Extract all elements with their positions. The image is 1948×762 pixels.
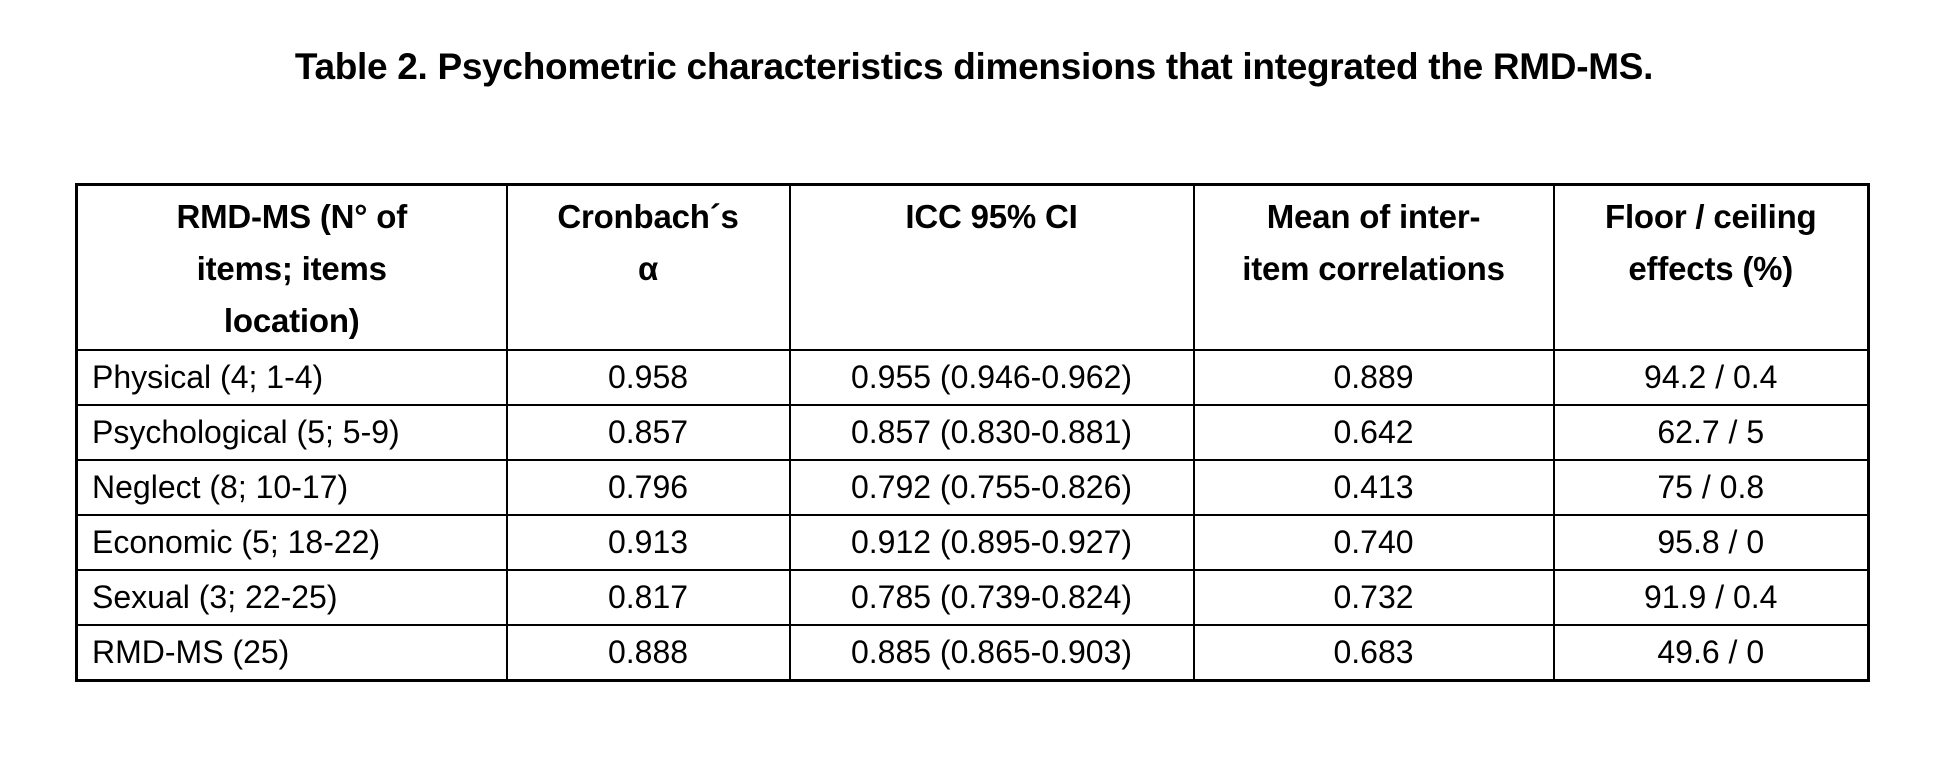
cell-cronbach-alpha: 0.958 [505,349,791,406]
cell-icc: 0.785 (0.739-0.824) [788,569,1195,626]
cell-icc: 0.792 (0.755-0.826) [788,459,1195,516]
header-line: item correlations [1242,250,1505,287]
column-header-icc: ICC 95% CI [788,183,1195,351]
cell-dimension: Physical (4; 1-4) [75,349,508,406]
cell-inter-item: 0.740 [1192,514,1555,571]
header-line: location) [223,302,360,339]
cell-inter-item: 0.642 [1192,404,1555,461]
column-header-inter-item: Mean of inter- item correlations [1192,183,1555,351]
cell-cronbach-alpha: 0.817 [505,569,791,626]
table-row: Physical (4; 1-4) 0.958 0.955 (0.946-0.9… [75,349,1870,406]
cell-icc: 0.955 (0.946-0.962) [788,349,1195,406]
cell-inter-item: 0.889 [1192,349,1555,406]
header-line: effects (%) [1628,250,1794,287]
cell-cronbach-alpha: 0.913 [505,514,791,571]
header-line: Mean of inter- [1266,198,1481,235]
cell-icc: 0.857 (0.830-0.881) [788,404,1195,461]
cell-dimension: Sexual (3; 22-25) [75,569,508,626]
cell-floor-ceiling: 95.8 / 0 [1552,514,1870,571]
column-header-cronbach-alpha: Cronbach´s α [505,183,791,351]
header-line: RMD-MS (N° of [176,198,408,235]
cell-icc: 0.885 (0.865-0.903) [788,624,1195,682]
cell-floor-ceiling: 91.9 / 0.4 [1552,569,1870,626]
header-line: items; items [196,250,387,287]
column-header-floor-ceiling: Floor / ceiling effects (%) [1552,183,1870,351]
table-row: Psychological (5; 5-9) 0.857 0.857 (0.83… [75,404,1870,461]
cell-floor-ceiling: 62.7 / 5 [1552,404,1870,461]
table-row: Neglect (8; 10-17) 0.796 0.792 (0.755-0.… [75,459,1870,516]
cell-cronbach-alpha: 0.888 [505,624,791,682]
cell-floor-ceiling: 75 / 0.8 [1552,459,1870,516]
cell-dimension: Psychological (5; 5-9) [75,404,508,461]
cell-floor-ceiling: 94.2 / 0.4 [1552,349,1870,406]
table-row: Economic (5; 18-22) 0.913 0.912 (0.895-0… [75,514,1870,571]
cell-cronbach-alpha: 0.857 [505,404,791,461]
header-line: Floor / ceiling [1604,198,1817,235]
cell-cronbach-alpha: 0.796 [505,459,791,516]
header-line: Cronbach´s [557,198,739,235]
psychometrics-table: RMD-MS (N° of items; items location) Cro… [75,183,1870,682]
cell-inter-item: 0.683 [1192,624,1555,682]
cell-dimension: Economic (5; 18-22) [75,514,508,571]
table-row: Sexual (3; 22-25) 0.817 0.785 (0.739-0.8… [75,569,1870,626]
cell-floor-ceiling: 49.6 / 0 [1552,624,1870,682]
header-line: ICC 95% CI [905,198,1078,235]
table-row: RMD-MS (25) 0.888 0.885 (0.865-0.903) 0.… [75,624,1870,682]
cell-dimension: Neglect (8; 10-17) [75,459,508,516]
cell-dimension: RMD-MS (25) [75,624,508,682]
cell-inter-item: 0.732 [1192,569,1555,626]
table-caption: Table 2. Psychometric characteristics di… [294,46,1654,87]
cell-inter-item: 0.413 [1192,459,1555,516]
header-line: α [637,250,659,287]
header-row: RMD-MS (N° of items; items location) Cro… [75,183,1870,351]
cell-icc: 0.912 (0.895-0.927) [788,514,1195,571]
column-header-dimension: RMD-MS (N° of items; items location) [75,183,508,351]
